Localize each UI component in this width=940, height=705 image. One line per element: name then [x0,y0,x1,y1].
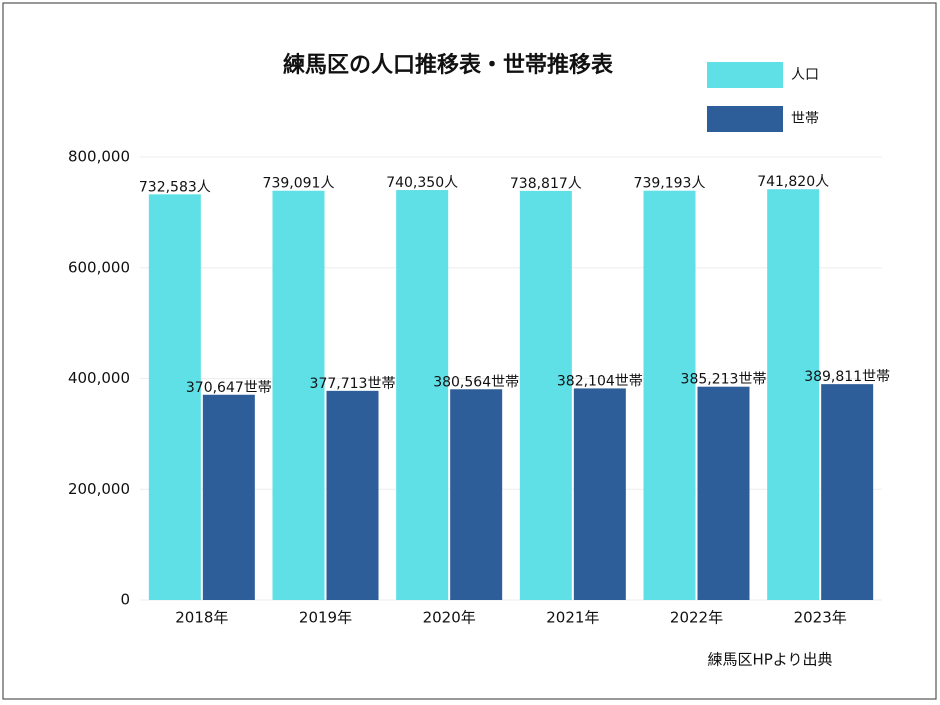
source-note: 練馬区HPより出典 [707,651,832,669]
bar [202,394,255,600]
x-tick-label: 2023年 [794,609,847,627]
x-tick-label: 2022年 [670,609,723,627]
bar [573,388,626,600]
data-label: 385,213世帯 [681,372,767,388]
bar [148,194,201,601]
data-label: 740,350人 [386,175,458,191]
y-tick-label: 0 [120,591,130,609]
bar [450,389,503,600]
bar [272,190,325,600]
y-tick-label: 600,000 [68,258,130,276]
legend-swatch [707,62,783,88]
data-label: 739,193人 [634,176,706,192]
bar [643,190,696,600]
data-label: 732,583人 [139,179,211,195]
data-label: 739,091人 [263,176,335,192]
bar [396,190,449,600]
data-label: 741,820人 [757,174,829,190]
x-tick-label: 2020年 [423,609,476,627]
data-label: 370,647世帯 [186,380,272,396]
data-label: 389,811世帯 [804,369,890,385]
y-tick-label: 200,000 [68,480,130,498]
data-label: 738,817人 [510,176,582,192]
bar [519,190,572,601]
y-tick-label: 400,000 [68,369,130,387]
legend-label: 人口 [791,67,819,83]
x-tick-label: 2019年 [299,609,352,627]
x-tick-label: 2021年 [546,609,599,627]
chart-title: 練馬区の人口推移表・世帯推移表 [283,52,614,78]
bar [697,386,750,600]
bar [767,189,820,601]
legend-swatch [707,106,783,132]
x-tick-label: 2018年 [175,609,228,627]
data-label: 377,713世帯 [310,376,396,392]
bar [326,390,379,600]
bar [821,384,874,600]
data-label: 382,104世帯 [557,373,643,389]
y-tick-label: 800,000 [68,148,130,166]
data-label: 380,564世帯 [433,374,519,390]
legend-label: 世帯 [791,111,819,127]
